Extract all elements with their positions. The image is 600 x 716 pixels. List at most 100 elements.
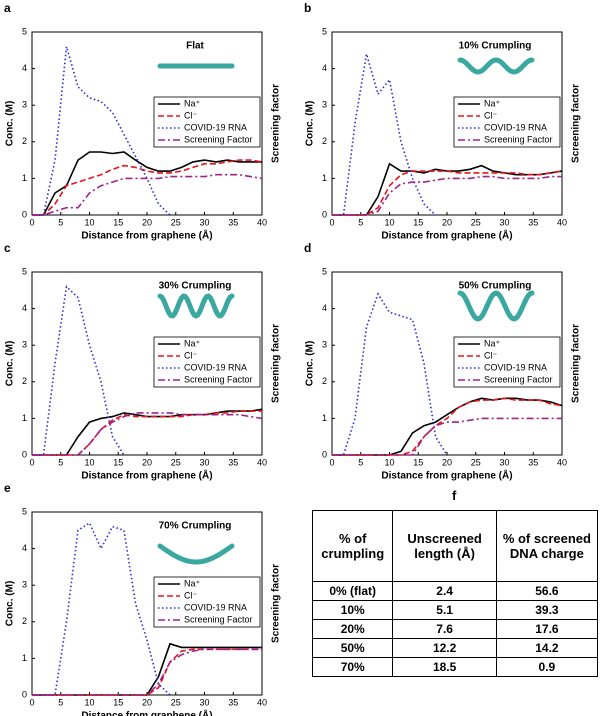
x-tick-label: 35 xyxy=(528,457,538,467)
x-tick-label: 40 xyxy=(257,697,267,707)
panel-label: f xyxy=(452,488,457,503)
legend-label: Na⁺ xyxy=(484,338,501,348)
x-tick-label: 35 xyxy=(228,217,238,227)
x-tick-label: 40 xyxy=(557,457,567,467)
x-tick-label: 5 xyxy=(358,457,363,467)
x-tick-label: 5 xyxy=(358,217,363,227)
panel-label: a xyxy=(4,1,11,15)
panel: e 0 5 10 15 20 25 30 35 40 0 1 2 3 4 5 Distance from gra… xyxy=(4,481,282,716)
data-table: % of crumpling Unscreened length (Å)% of … xyxy=(311,510,599,677)
series-line xyxy=(32,46,171,216)
y-tick-label: 2 xyxy=(22,376,27,386)
y-tick-label: 5 xyxy=(22,26,27,36)
y-tick-label: 2 xyxy=(322,376,327,386)
table: % of crumpling Unscreened length (Å)% of … xyxy=(311,510,599,677)
legend-label: Screening Factor xyxy=(484,374,553,384)
x-tick-label: 15 xyxy=(113,217,123,227)
y-tick-label: 3 xyxy=(22,100,27,110)
x-tick-label: 10 xyxy=(84,697,94,707)
x-tick-label: 40 xyxy=(257,217,267,227)
y-tick-label: 5 xyxy=(322,26,327,36)
y-tick-label: 3 xyxy=(322,340,327,350)
table-cell: 50% xyxy=(311,638,394,658)
legend-label: Cl⁻ xyxy=(484,110,497,120)
y2-axis-label: Screening factor xyxy=(271,324,282,403)
x-tick-label: 40 xyxy=(257,457,267,467)
series-line xyxy=(32,159,263,216)
y-axis-label: Conc. (M) xyxy=(5,101,16,147)
x-tick-label: 20 xyxy=(142,217,152,227)
y-tick-label: 2 xyxy=(22,616,27,626)
y2-axis-label: Screening factor xyxy=(271,84,282,163)
legend-label: Cl⁻ xyxy=(184,590,197,600)
x-tick-label: 25 xyxy=(471,457,481,467)
y-tick-label: 1 xyxy=(22,653,27,663)
header-cell: % of crumpling xyxy=(311,510,394,582)
chart-title: 10% Crumpling xyxy=(459,41,532,52)
legend-label: COVID-19 RNA xyxy=(184,122,247,132)
x-tick-label: 5 xyxy=(58,457,63,467)
table-row: 70% 18.5 0.9 xyxy=(311,657,599,677)
series-line xyxy=(332,397,563,456)
table-cell: 56.6 xyxy=(495,581,599,601)
x-tick-label: 25 xyxy=(171,217,181,227)
x-tick-label: 35 xyxy=(528,217,538,227)
table-row: 0% (flat) 2.4 56.6 xyxy=(311,581,599,601)
chart-title: 30% Crumpling xyxy=(159,281,232,292)
y-tick-label: 4 xyxy=(322,63,327,73)
y-axis-label: Conc. (M) xyxy=(305,341,316,387)
series-line xyxy=(332,170,563,216)
x-tick-label: 10 xyxy=(84,457,94,467)
y-tick-label: 0 xyxy=(322,449,327,459)
legend-box xyxy=(453,96,561,148)
x-tick-label: 0 xyxy=(29,697,34,707)
chart-title: Flat xyxy=(186,41,204,52)
y-tick-label: 5 xyxy=(22,506,27,516)
y-tick-label: 4 xyxy=(22,543,27,553)
legend-label: COVID-19 RNA xyxy=(184,362,247,372)
x-tick-label: 25 xyxy=(171,457,181,467)
x-tick-label: 20 xyxy=(442,217,452,227)
table-cell: 2.4 xyxy=(392,581,497,601)
x-axis-label: Distance from graphene (Å) xyxy=(81,709,212,716)
series-line xyxy=(32,410,262,456)
series-line xyxy=(332,292,448,456)
table-cell: 0% (flat) xyxy=(311,581,394,601)
chart-title: 70% Crumpling xyxy=(159,521,232,532)
x-tick-label: 30 xyxy=(199,697,209,707)
series-line xyxy=(32,284,125,456)
y-tick-label: 1 xyxy=(322,413,327,423)
chart-title: 50% Crumpling xyxy=(459,281,532,292)
y-tick-label: 5 xyxy=(22,266,27,276)
y-tick-label: 3 xyxy=(322,100,327,110)
y-tick-label: 1 xyxy=(322,173,327,183)
y-tick-label: 0 xyxy=(22,209,27,219)
x-tick-label: 0 xyxy=(329,217,334,227)
legend-label: Screening Factor xyxy=(184,614,253,624)
x-tick-label: 30 xyxy=(199,217,209,227)
x-tick-label: 35 xyxy=(228,697,238,707)
panel-label: e xyxy=(4,481,11,495)
panel-label: b xyxy=(304,1,311,15)
series-line xyxy=(32,412,263,456)
series-line xyxy=(32,151,262,216)
graphene-icon xyxy=(457,57,535,75)
x-tick-label: 35 xyxy=(228,457,238,467)
header-cell: % of screened DNA charge xyxy=(495,510,599,582)
x-tick-label: 0 xyxy=(29,217,34,227)
y-tick-label: 4 xyxy=(22,63,27,73)
x-tick-label: 15 xyxy=(113,457,123,467)
x-tick-label: 15 xyxy=(413,457,423,467)
y-tick-label: 0 xyxy=(22,689,27,699)
legend-label: COVID-19 RNA xyxy=(184,602,247,612)
y-tick-label: 0 xyxy=(322,209,327,219)
y-tick-label: 5 xyxy=(322,266,327,276)
table-row: 50% 12.2 14.2 xyxy=(311,638,599,658)
x-tick-label: 10 xyxy=(384,457,394,467)
x-axis-label: Distance from graphene (Å) xyxy=(381,229,512,242)
x-tick-label: 20 xyxy=(142,457,152,467)
y-axis-label: Conc. (M) xyxy=(305,101,316,147)
legend-box xyxy=(153,336,261,388)
